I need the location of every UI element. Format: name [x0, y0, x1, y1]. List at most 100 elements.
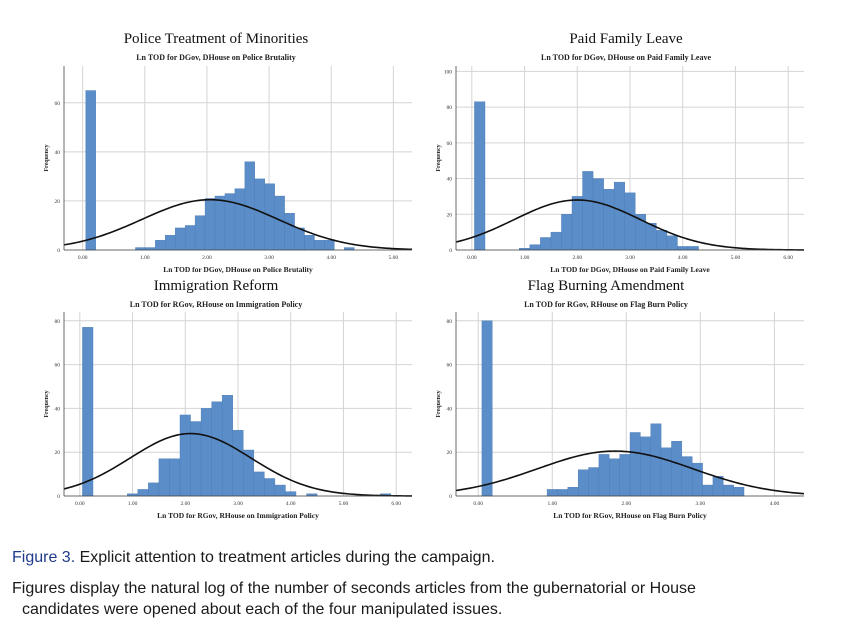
- normal-curve: [455, 199, 805, 251]
- x-tick-label: 1.00: [140, 255, 150, 261]
- x-tick-label: 2.00: [621, 501, 631, 507]
- y-axis-label: Frequency: [44, 144, 50, 171]
- x-tick-label: 0.00: [467, 255, 477, 261]
- x-tick-label: 3.00: [625, 255, 635, 261]
- x-axis-label: Ln TOD for RGov, RHouse on Immigration P…: [157, 511, 319, 520]
- histogram-bar: [567, 487, 579, 497]
- figure-title: Explicit attention to treatment articles…: [79, 549, 495, 566]
- histogram-bar: [691, 462, 703, 497]
- histogram-bar: [557, 489, 569, 497]
- histogram-bar: [204, 198, 216, 251]
- x-tick-label: 6.00: [391, 501, 401, 507]
- histogram-bar: [660, 447, 672, 497]
- chart-title: Police Treatment of Minorities: [123, 31, 309, 47]
- y-tick-label: 0: [57, 248, 60, 254]
- histogram-bar: [481, 320, 493, 497]
- chart-subtitle: Ln TOD for RGov, RHouse on Immigration P…: [129, 300, 303, 309]
- x-tick-label: 3.00: [233, 501, 243, 507]
- histogram-bar: [184, 225, 196, 251]
- histogram-bar: [175, 227, 186, 251]
- histogram-bar: [671, 441, 683, 497]
- histogram-bar: [324, 239, 335, 251]
- y-tick-label: 20: [55, 199, 61, 205]
- histogram-bar: [158, 458, 170, 497]
- histogram-bar: [687, 246, 699, 251]
- histogram-bar: [304, 235, 315, 251]
- histogram-bar: [137, 489, 149, 497]
- histogram-bar: [592, 178, 604, 251]
- y-tick-label: 20: [55, 450, 61, 456]
- histogram-immigration-reform: 0.00 1.00 2.00 3.00 4.00 5.00 6.00 0 20 40 60 80 Fre…: [44, 312, 413, 520]
- x-tick-label: 0.00: [75, 501, 85, 507]
- histogram-bar: [733, 487, 745, 497]
- y-tick-label: 0: [449, 248, 452, 254]
- x-tick-label: 5.00: [389, 255, 399, 261]
- histogram-bar: [609, 458, 620, 497]
- histogram-bar: [294, 227, 305, 251]
- y-tick-label: 40: [55, 406, 61, 412]
- x-tick-label: 1.00: [520, 255, 530, 261]
- histogram-bar: [603, 189, 615, 251]
- histogram-bar: [274, 195, 285, 251]
- histogram-bar: [179, 414, 191, 497]
- histogram-bar: [274, 484, 286, 497]
- y-tick-label: 40: [55, 150, 61, 156]
- y-tick-label: 60: [447, 363, 453, 369]
- histogram-bar: [571, 196, 583, 251]
- x-axis-label: Ln TOD for DGov, DHouse on Police Brutal…: [163, 265, 313, 274]
- histogram-bar: [624, 192, 636, 251]
- x-tick-label: 6.00: [783, 255, 793, 261]
- histogram-bar: [474, 101, 486, 251]
- x-tick-label: 5.00: [339, 501, 349, 507]
- histogram-bar: [254, 178, 265, 251]
- chart-title: Paid Family Leave: [569, 31, 683, 47]
- y-tick-label: 0: [57, 494, 60, 500]
- y-tick-label: 100: [444, 69, 453, 75]
- histogram-police-treatment: 0.00 1.00 2.00 3.00 4.00 5.00 0 20 40 60 Frequency…: [44, 66, 413, 274]
- histogram-bar: [529, 244, 541, 251]
- x-tick-label: 3.00: [696, 501, 706, 507]
- x-axis-label: Ln TOD for DGov, DHouse on Paid Family L…: [550, 265, 710, 274]
- histogram-bar: [82, 327, 94, 497]
- histogram-bar: [540, 237, 552, 251]
- x-tick-label: 4.00: [770, 501, 780, 507]
- histogram-bar: [214, 195, 226, 251]
- normal-curve: [63, 432, 413, 497]
- x-tick-label: 2.00: [572, 255, 582, 261]
- histogram-bar: [264, 478, 276, 497]
- histogram-bar: [656, 230, 668, 251]
- y-tick-label: 20: [447, 212, 453, 218]
- x-tick-label: 0.00: [78, 255, 88, 261]
- x-axis-label: Ln TOD for RGov, RHouse on Flag Burn Pol…: [553, 511, 707, 520]
- histogram-bar: [666, 235, 678, 251]
- histogram-bar: [629, 432, 641, 497]
- y-tick-label: 0: [449, 494, 452, 500]
- histogram-bar: [577, 469, 589, 497]
- histogram-bar: [561, 214, 573, 251]
- histogram-flag-burning: 0.00 1.00 2.00 3.00 4.00 0 20 40 60 80 Frequency Ln…: [436, 312, 805, 520]
- histogram-bar: [194, 215, 206, 251]
- figure-description-line1: Figures display the natural log of the n…: [12, 580, 696, 597]
- histogram-bar: [588, 467, 600, 497]
- chart-subtitle: Ln TOD for DGov, DHouse on Police Brutal…: [136, 53, 296, 62]
- y-axis-label: Frequency: [436, 390, 442, 417]
- normal-curve: [455, 450, 805, 495]
- figure-description: Figures display the natural log of the n…: [12, 578, 848, 620]
- histogram-bar: [190, 421, 202, 497]
- histogram-bar: [285, 491, 297, 497]
- histogram-paid-family-leave: 0.00 1.00 2.00 3.00 4.00 5.00 6.00 0 20 40 60 80 100…: [436, 66, 805, 274]
- x-tick-label: 1.00: [128, 501, 138, 507]
- histogram-bar: [677, 246, 689, 251]
- histogram-bar: [284, 212, 295, 251]
- histogram-bar: [169, 458, 181, 497]
- x-tick-label: 5.00: [731, 255, 741, 261]
- chart-title: Immigration Reform: [153, 278, 279, 294]
- histogram-bar: [650, 423, 662, 497]
- figure-label: Figure 3.: [12, 549, 76, 566]
- y-tick-label: 60: [55, 101, 61, 107]
- chart-subtitle: Ln TOD for DGov, DHouse on Paid Family L…: [540, 53, 711, 62]
- y-axis-label: Frequency: [44, 390, 50, 417]
- histogram-bar: [211, 401, 223, 497]
- normal-curve: [63, 198, 413, 251]
- histogram-bar: [702, 484, 714, 497]
